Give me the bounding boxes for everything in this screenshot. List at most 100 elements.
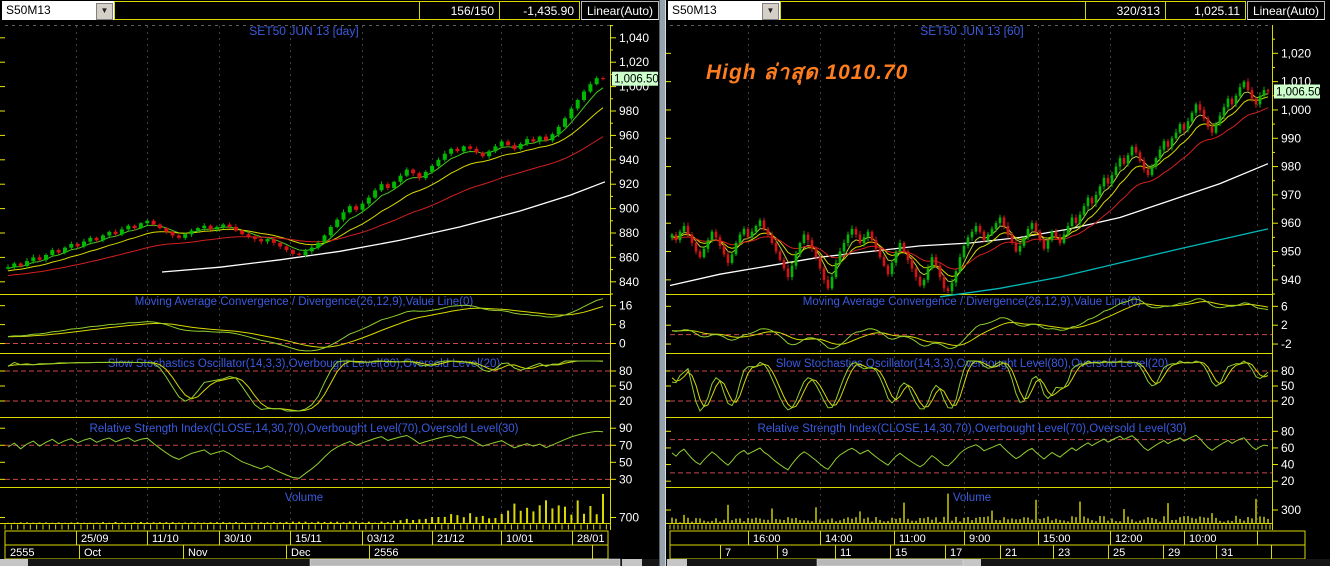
svg-text:12:00: 12:00 [1115,533,1143,545]
svg-text:25/09: 25/09 [81,533,109,545]
svg-text:80: 80 [619,364,633,378]
svg-text:11: 11 [840,547,851,559]
svg-text:960: 960 [619,128,639,142]
svg-text:11/10: 11/10 [152,533,179,545]
svg-text:17: 17 [950,547,962,559]
svg-text:2: 2 [1281,318,1288,332]
svg-text:920: 920 [619,177,639,191]
svg-text:-2: -2 [1281,337,1292,351]
chart-plot-canvas[interactable]: 9409509609709809901,0001,0101,02062-2805… [666,0,1330,566]
svg-text:25: 25 [1113,547,1125,559]
h-scrollbar-thumb[interactable] [816,558,964,566]
svg-text:30: 30 [619,472,633,486]
svg-text:21/12: 21/12 [437,533,465,545]
svg-text:20: 20 [619,394,633,408]
volume-title: Volume [284,492,324,504]
volume-panel: 700 [0,511,639,525]
scrollbar-segment[interactable] [0,559,28,566]
date-axis-row: 16:00 14:00 11:00 9:00 15:00 12:00 10:00 [669,530,1306,546]
h-scrollbar-track[interactable] [666,559,1330,566]
symbol-dropdown[interactable]: S50M13 ▼ [2,1,114,20]
svg-text:80: 80 [1281,364,1295,378]
change-value: -1,435.90 [499,2,579,19]
period-axis-row: 7 9 11 15 17 21 23 25 29 31 [669,544,1306,560]
scale-mode-button[interactable]: Linear(Auto) [581,1,659,20]
date-axis-row: 25/09 11/10 30/10 15/11 03/12 21/12 10/01 28/01 [4,530,609,546]
macd-title: Moving Average Convergence / Divergence(… [134,296,474,308]
scale-mode-button[interactable]: Linear(Auto) [1247,1,1325,20]
svg-text:50: 50 [619,455,633,469]
scrollbar-segment[interactable] [667,559,687,566]
svg-text:70: 70 [619,438,633,452]
svg-text:300: 300 [1281,503,1301,517]
svg-text:1,006.50: 1,006.50 [614,74,659,86]
svg-text:Nov: Nov [188,547,208,559]
svg-text:9:00: 9:00 [969,533,990,545]
symbol-dropdown[interactable]: S50M13 ▼ [668,1,780,20]
svg-text:50: 50 [619,379,633,393]
svg-text:2556: 2556 [374,547,398,559]
svg-text:14:00: 14:00 [825,533,853,545]
svg-text:960: 960 [1281,216,1301,230]
h-scrollbar-thumb[interactable] [309,558,621,566]
period-axis-row: 2555 Oct Nov Dec 2556 [4,544,609,560]
macd-panel: 6 2 -2 [666,299,1292,351]
svg-text:16:00: 16:00 [753,533,781,545]
contracts-value: 156/150 [419,2,499,19]
chart-panel-daily[interactable]: S50M13 ▼ 156/150 -1,435.90 Linear(Auto) … [0,0,660,566]
contracts-value: 320/313 [1085,2,1165,19]
svg-text:28/01: 28/01 [577,533,605,545]
symbol-value: S50M13 [672,3,717,17]
scrollbar-segment[interactable] [622,559,642,566]
svg-text:970: 970 [1281,188,1301,202]
svg-text:31: 31 [1221,547,1233,559]
svg-text:1,020: 1,020 [619,55,649,69]
long-ma-line [669,163,1269,287]
svg-text:860: 860 [619,250,639,264]
svg-text:03/12: 03/12 [367,533,395,545]
scrollbar-segment[interactable] [963,559,981,566]
long-ma-line [161,181,606,273]
volume-title: Volume [952,492,992,504]
svg-text:980: 980 [1281,160,1301,174]
last-price-tag: 1,006.50 [612,71,659,86]
svg-text:50: 50 [1281,379,1295,393]
dropdown-arrow-icon[interactable]: ▼ [762,3,779,20]
svg-text:8: 8 [619,318,626,332]
svg-text:900: 900 [619,202,639,216]
candles [670,78,1270,295]
svg-text:2555: 2555 [10,547,34,559]
svg-text:11:00: 11:00 [899,533,926,545]
svg-text:10/01: 10/01 [506,533,534,545]
symbol-value: S50M13 [6,3,51,17]
candles [6,76,605,270]
stochastics-title: Slow Stochastics Oscillator(14,3,3),Over… [107,358,501,370]
svg-text:15: 15 [895,547,907,559]
svg-text:9: 9 [782,547,788,559]
header-stats-box: 320/313 1,025.11 [780,1,1246,20]
rsi-title: Relative Strength Index(CLOSE,14,30,70),… [89,423,519,435]
volume-bars [671,493,1269,524]
chart-plot-canvas[interactable]: 8408608809009209409609801,0001,0201,0401… [0,0,660,566]
chart-divider[interactable] [659,0,666,566]
svg-text:60: 60 [1281,441,1295,455]
long-ma-line [939,228,1269,298]
svg-text:700: 700 [619,511,639,525]
svg-text:840: 840 [619,275,639,289]
svg-text:940: 940 [619,153,639,167]
chart-panel-hourly[interactable]: S50M13 ▼ 320/313 1,025.11 Linear(Auto) S… [666,0,1330,566]
svg-text:40: 40 [1281,458,1295,472]
svg-text:7: 7 [725,547,731,559]
rsi-panel: 90 70 50 30 [0,421,633,486]
svg-text:Dec: Dec [291,547,311,559]
svg-text:880: 880 [619,226,639,240]
dropdown-arrow-icon[interactable]: ▼ [96,3,113,20]
svg-text:980: 980 [619,104,639,118]
svg-text:29: 29 [1168,547,1180,559]
moving-average-line [7,136,604,276]
svg-text:15:00: 15:00 [1043,533,1071,545]
svg-text:940: 940 [1281,273,1301,287]
